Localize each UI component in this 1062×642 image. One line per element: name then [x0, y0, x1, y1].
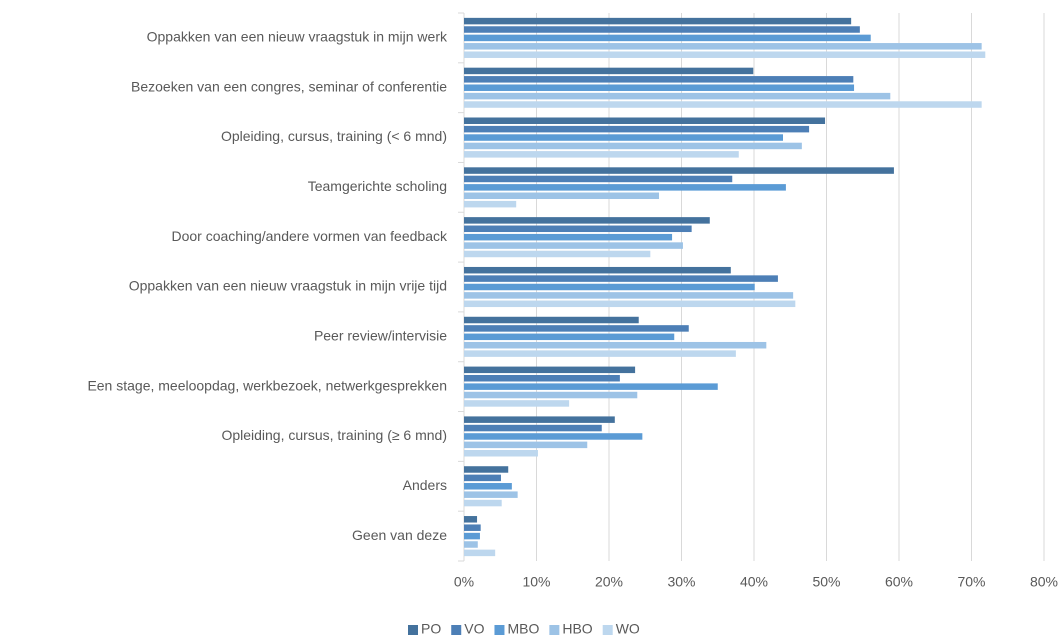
bar: [464, 192, 660, 200]
bar: [464, 491, 518, 498]
bar: [464, 341, 767, 349]
bar: [464, 184, 786, 191]
y-tick-label: Oppakken van een nieuw vraagstuk in mijn…: [147, 29, 448, 45]
bar: [464, 225, 692, 233]
legend-label: WO: [616, 621, 640, 637]
y-tick-label: Geen van deze: [352, 527, 447, 543]
bar: [464, 333, 675, 341]
x-tick-label: 10%: [522, 574, 550, 590]
bar: [464, 474, 501, 482]
bar: [464, 483, 512, 490]
bar: [464, 383, 718, 390]
bar: [464, 374, 620, 382]
bar: [464, 92, 891, 100]
legend-swatch: [549, 625, 560, 635]
bar: [464, 275, 778, 282]
y-tick-label: Opleiding, cursus, training (≥ 6 mnd): [221, 427, 447, 443]
bar: [464, 300, 796, 308]
bar: [464, 441, 588, 449]
y-tick-label: Bezoeken van een congres, seminar of con…: [131, 78, 447, 94]
bar: [464, 151, 739, 158]
bar: [464, 424, 602, 432]
bar: [464, 366, 636, 374]
legend-swatch: [451, 625, 462, 635]
bar: [464, 250, 651, 258]
x-tick-label: 70%: [957, 574, 985, 590]
bar: [464, 541, 478, 548]
y-tick-label: Peer review/intervisie: [314, 328, 447, 344]
x-tick-label: 40%: [740, 574, 768, 590]
bar: [464, 34, 871, 42]
bar: [464, 76, 854, 83]
bar: [464, 532, 480, 540]
legend-label: VO: [464, 621, 484, 637]
bar: [464, 117, 826, 124]
bar: [464, 283, 755, 291]
y-tick-label: Door coaching/andere vormen van feedback: [171, 228, 448, 244]
bar: [464, 524, 481, 531]
bar: [464, 499, 502, 507]
bar: [464, 125, 810, 133]
legend-swatch: [602, 625, 613, 635]
x-tick-label: 20%: [595, 574, 623, 590]
y-tick-label: Een stage, meeloopdag, werkbezoek, netwe…: [87, 377, 447, 393]
bar: [464, 316, 639, 324]
bar: [464, 167, 894, 174]
bar: [464, 466, 509, 473]
bar: [464, 233, 673, 241]
bar: [464, 416, 615, 423]
legend-label: MBO: [507, 621, 539, 637]
y-tick-label: Anders: [403, 477, 447, 493]
bar: [464, 51, 986, 58]
bar: [464, 350, 736, 357]
bar: [464, 325, 689, 332]
bar: [464, 43, 982, 50]
bar: [464, 134, 783, 141]
bar: [464, 391, 638, 399]
x-tick-label: 50%: [812, 574, 840, 590]
bar: [464, 433, 643, 440]
y-tick-label: Opleiding, cursus, training (< 6 mnd): [221, 128, 447, 144]
legend-swatch: [494, 625, 505, 635]
x-tick-label: 0%: [454, 574, 474, 590]
bar: [464, 217, 710, 224]
x-tick-label: 60%: [885, 574, 913, 590]
legend-label: PO: [421, 621, 441, 637]
y-tick-label: Oppakken van een nieuw vraagstuk in mijn…: [129, 278, 447, 294]
bar: [464, 26, 860, 33]
bar: [464, 400, 570, 407]
bar: [464, 17, 852, 25]
bar: [464, 101, 982, 108]
legend-label: HBO: [562, 621, 592, 637]
x-tick-label: 30%: [667, 574, 695, 590]
x-tick-label: 80%: [1030, 574, 1058, 590]
bar: [464, 200, 517, 208]
bar: [464, 84, 855, 91]
bar: [464, 292, 794, 299]
bar: [464, 450, 538, 457]
y-tick-label: Teamgerichte scholing: [308, 178, 447, 194]
bar: [464, 242, 683, 249]
bar: [464, 266, 731, 274]
bar: [464, 142, 802, 150]
bar: [464, 175, 733, 183]
bar: [464, 67, 754, 75]
bar: [464, 549, 496, 557]
bar: [464, 516, 478, 523]
legend-swatch: [408, 625, 418, 635]
